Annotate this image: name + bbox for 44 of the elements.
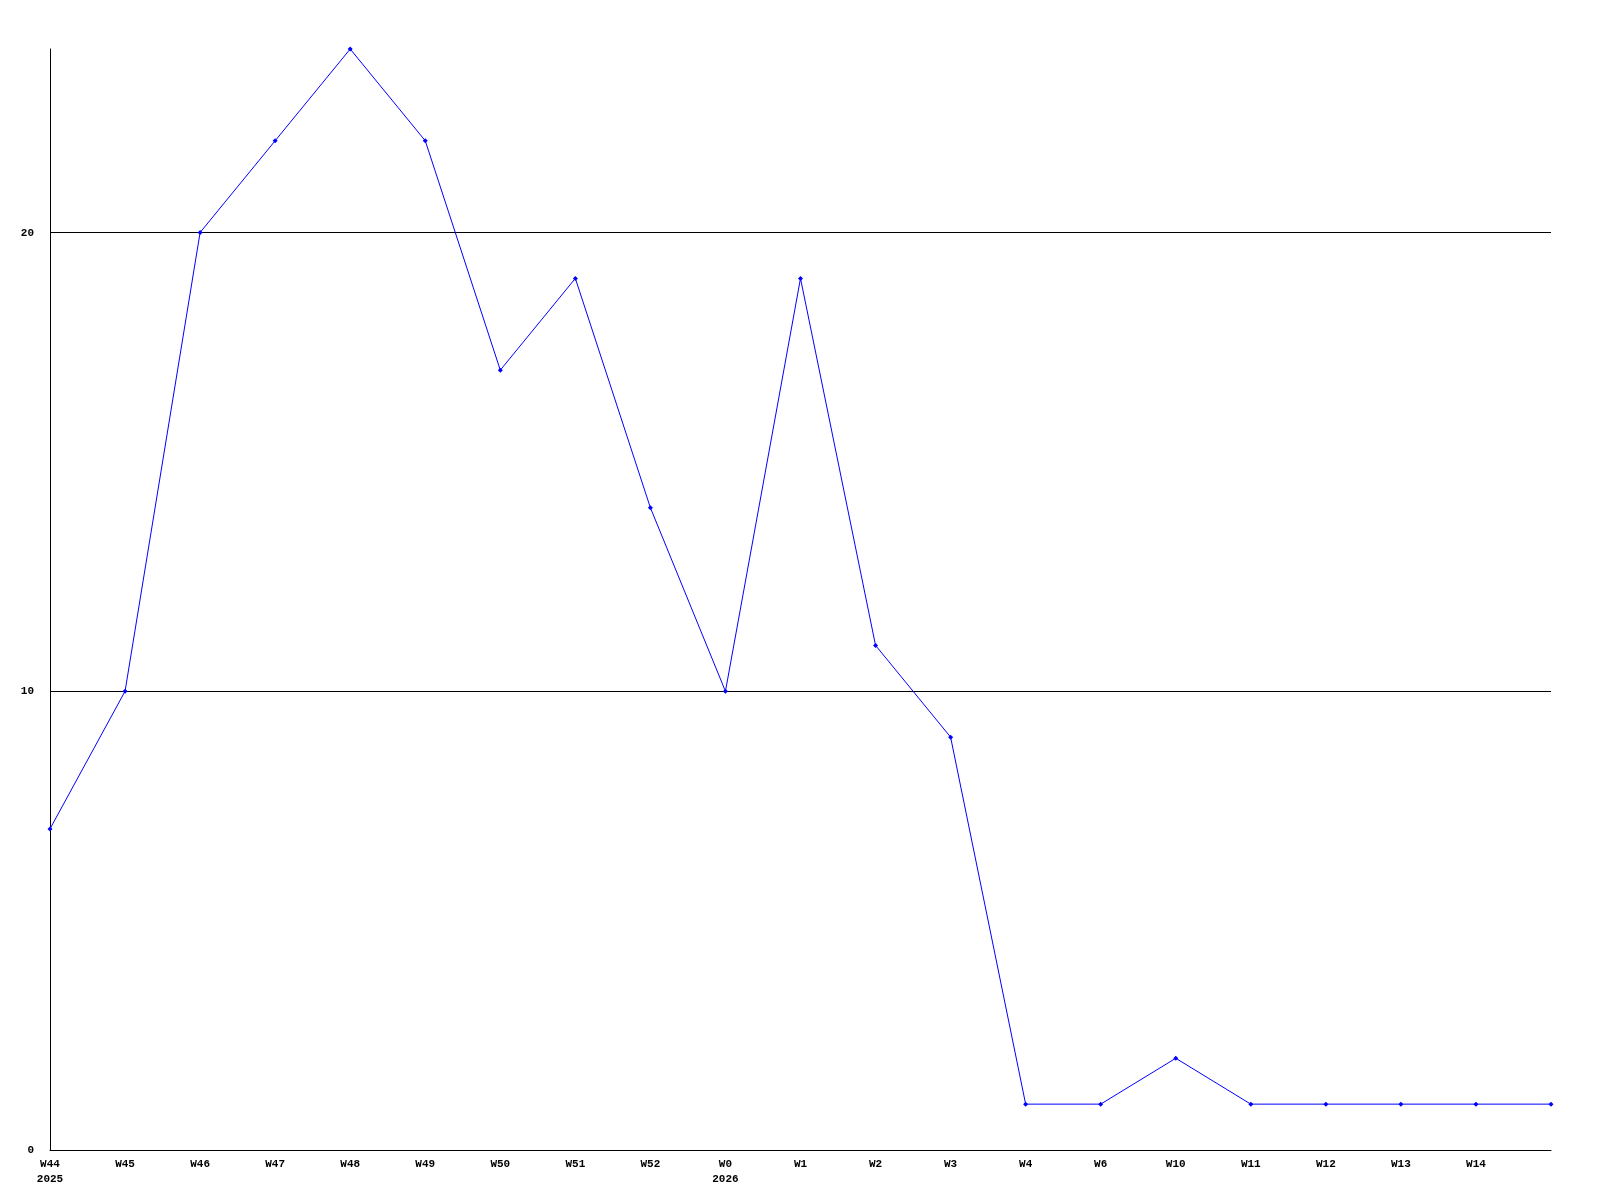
point	[272, 138, 278, 144]
point	[647, 505, 653, 511]
x-tick-label: W48	[340, 1157, 361, 1170]
point	[1098, 1101, 1104, 1107]
point	[948, 734, 954, 740]
x-tick-label: W51	[565, 1157, 586, 1170]
point	[1473, 1101, 1479, 1107]
x-tick-label: W50	[490, 1157, 511, 1170]
y-tick-label: 10	[20, 685, 34, 698]
point	[1548, 1101, 1554, 1107]
x-tick-label: W52	[640, 1157, 661, 1170]
x-tick-label: W46	[190, 1157, 211, 1170]
point	[422, 138, 428, 144]
point	[122, 688, 128, 694]
point	[798, 275, 803, 281]
point	[722, 688, 728, 694]
x-tick-label: W45	[115, 1157, 136, 1170]
y-tick-label: 0	[27, 1144, 34, 1156]
point	[1323, 1101, 1329, 1107]
point	[197, 230, 203, 235]
x-tick-label: W11	[1240, 1157, 1262, 1170]
x-tick-label: W49	[415, 1157, 436, 1170]
point	[873, 642, 879, 648]
point	[497, 367, 503, 373]
x-tick-label: W6	[1094, 1157, 1108, 1170]
y-tick-label: 20	[20, 226, 34, 239]
x-tick-label: W4	[1019, 1157, 1033, 1170]
x-tick-label: W44 2025	[36, 1157, 64, 1185]
x-tick-label: W47	[265, 1157, 286, 1170]
point	[1023, 1101, 1029, 1107]
point	[572, 275, 578, 281]
x-tick-label: W2	[868, 1157, 883, 1170]
x-tick-label: W0 2026	[712, 1157, 739, 1185]
point	[1248, 1101, 1254, 1107]
point	[47, 826, 53, 832]
point	[347, 46, 353, 52]
x-tick-label: W12	[1315, 1157, 1336, 1170]
point	[1173, 1055, 1179, 1061]
x-tick-label: W3	[944, 1157, 958, 1170]
point	[1398, 1101, 1404, 1107]
x-tick-label: W13	[1390, 1157, 1412, 1170]
x-tick-label: W14	[1466, 1157, 1487, 1170]
x-tick-label: W10	[1165, 1157, 1186, 1170]
x-tick-label: W1	[793, 1157, 808, 1170]
